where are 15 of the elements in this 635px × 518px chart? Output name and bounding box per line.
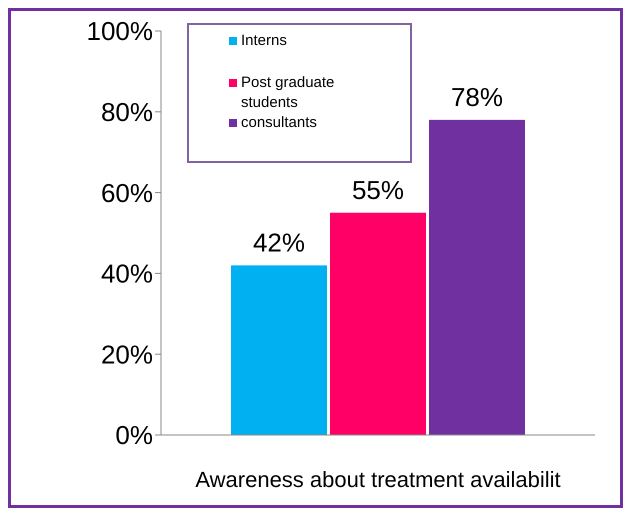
y-tick-label: 80% — [100, 97, 153, 128]
x-axis-title: Awareness about treatment availabilit — [195, 467, 561, 492]
data-label: 42% — [252, 227, 306, 258]
data-label: 78% — [450, 82, 504, 112]
legend-label: Interns — [241, 31, 288, 51]
bar — [429, 120, 525, 435]
legend-label: consultants — [241, 113, 318, 133]
bar — [330, 212, 426, 435]
y-tick-label: 100% — [86, 16, 153, 46]
y-tick-label: 40% — [100, 258, 153, 289]
y-tick-label: 60% — [100, 178, 153, 208]
y-tick-label: 20% — [100, 339, 153, 370]
data-label: 55% — [352, 174, 404, 205]
y-tick-label: 0% — [115, 420, 153, 450]
bar — [231, 265, 327, 435]
